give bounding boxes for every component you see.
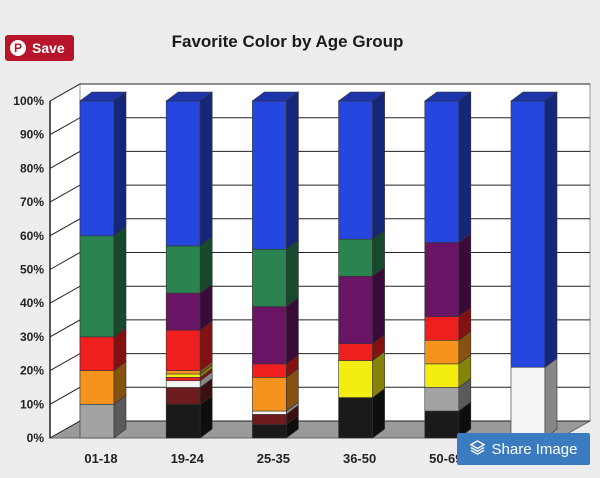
bar-segment bbox=[252, 100, 287, 250]
bar-segment bbox=[424, 387, 460, 412]
bar-segment bbox=[252, 414, 287, 425]
x-tick-label: 01-18 bbox=[84, 451, 117, 466]
y-tick-label: 50% bbox=[20, 263, 44, 277]
bar-segment-side bbox=[113, 226, 127, 338]
bar-segment bbox=[165, 373, 201, 378]
bar-segment bbox=[252, 248, 287, 307]
share-label: Share Image bbox=[491, 440, 578, 458]
share-image-button[interactable]: Share Image bbox=[457, 433, 590, 465]
bar-segment-side bbox=[372, 91, 385, 240]
bar-segment bbox=[424, 339, 460, 365]
bar-segment bbox=[510, 100, 546, 368]
chart-walls bbox=[49, 83, 591, 439]
x-tick-label: 50-69 bbox=[429, 451, 462, 466]
y-tick-label: 90% bbox=[20, 128, 44, 142]
bar-segment bbox=[338, 397, 373, 439]
y-tick-label: 80% bbox=[20, 161, 44, 175]
y-tick-labels: 0% 10% 20% 30% 40% 50% 60% 70% 80% 90% 100% bbox=[13, 94, 44, 445]
bar-segment-side bbox=[544, 357, 558, 439]
bar-segment-side bbox=[286, 296, 299, 365]
y-tick-label: 20% bbox=[20, 364, 44, 378]
bar-segment bbox=[252, 424, 287, 439]
bar-segment-side bbox=[199, 91, 213, 247]
bar-segment bbox=[424, 316, 460, 341]
x-tick-label: 36-50 bbox=[343, 451, 376, 466]
bar-top bbox=[79, 91, 127, 102]
bar-stack bbox=[165, 91, 214, 439]
grid-line bbox=[49, 83, 590, 102]
bar-segment-side bbox=[286, 239, 299, 308]
bar-stack bbox=[423, 91, 472, 439]
bar-segment bbox=[252, 363, 287, 378]
bar-segment bbox=[338, 238, 373, 277]
bar-segment bbox=[165, 387, 201, 405]
bar-segment-side bbox=[113, 91, 127, 237]
y-tick-label: 0% bbox=[27, 431, 45, 445]
bar-segment bbox=[165, 370, 201, 375]
bar-segment-side bbox=[286, 91, 299, 250]
layers-icon bbox=[469, 439, 486, 459]
bar-segment-side bbox=[544, 91, 558, 368]
bar-segment-side bbox=[458, 91, 472, 244]
bar-segment bbox=[165, 329, 201, 371]
bar-top bbox=[251, 91, 300, 102]
bar-segment bbox=[338, 275, 373, 344]
bar-segment bbox=[424, 410, 460, 439]
bar-stack bbox=[251, 91, 300, 439]
bar-top bbox=[337, 91, 386, 102]
chart-title: Favorite Color by Age Group bbox=[171, 32, 404, 51]
bar-segment bbox=[252, 410, 287, 415]
y-tick-label: 60% bbox=[20, 229, 44, 243]
bar-segment bbox=[165, 377, 201, 382]
y-tick-label: 100% bbox=[13, 94, 44, 108]
bar-segment-side bbox=[458, 232, 472, 318]
bar-top bbox=[165, 91, 214, 102]
bar-segment bbox=[79, 403, 115, 439]
x-tick-label: 19-24 bbox=[171, 451, 205, 466]
save-button[interactable]: P Save bbox=[5, 35, 74, 61]
bar-segment bbox=[424, 100, 460, 243]
bar-segment bbox=[338, 100, 373, 240]
bar-segment bbox=[165, 403, 201, 439]
bar-segment bbox=[165, 100, 201, 247]
bar-segment bbox=[338, 360, 373, 398]
y-tick-label: 40% bbox=[20, 296, 44, 310]
bar-stack bbox=[510, 91, 558, 439]
save-label: Save bbox=[32, 40, 65, 56]
bar-segment bbox=[338, 343, 373, 361]
bar-segment bbox=[424, 363, 460, 388]
bar-segment bbox=[424, 242, 460, 317]
bar-segment bbox=[165, 380, 201, 388]
y-tick-label: 70% bbox=[20, 195, 44, 209]
bar-top bbox=[510, 91, 558, 102]
bar-segment-side bbox=[199, 236, 213, 294]
bar-segment bbox=[165, 292, 201, 331]
bar-segment bbox=[252, 377, 287, 412]
bar-segment bbox=[79, 235, 115, 338]
bar-segment bbox=[165, 245, 201, 294]
bar-segment bbox=[510, 366, 546, 439]
bar-segment-side bbox=[372, 266, 385, 345]
bars bbox=[79, 91, 558, 439]
bar-segment bbox=[79, 336, 115, 371]
bar-stack bbox=[337, 91, 386, 439]
bar-segment bbox=[252, 306, 287, 365]
bar-segment bbox=[79, 100, 115, 237]
pinterest-icon: P bbox=[10, 40, 26, 56]
bar-stack bbox=[79, 91, 127, 439]
y-tick-label: 10% bbox=[20, 397, 44, 411]
y-tick-label: 30% bbox=[20, 330, 44, 344]
bar-segment bbox=[79, 370, 115, 405]
bar-top bbox=[423, 91, 472, 102]
x-tick-label: 25-35 bbox=[257, 451, 290, 466]
